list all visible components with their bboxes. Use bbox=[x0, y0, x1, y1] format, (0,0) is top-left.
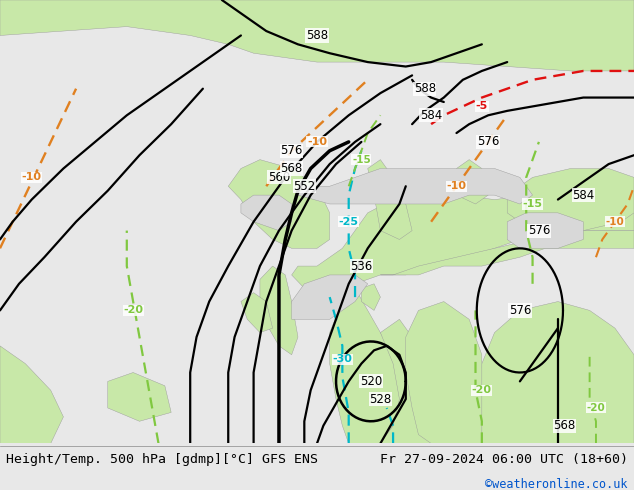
Text: -10: -10 bbox=[446, 181, 467, 191]
Polygon shape bbox=[260, 266, 298, 355]
Text: -15: -15 bbox=[522, 199, 543, 209]
Text: -25: -25 bbox=[339, 217, 359, 227]
Text: -15: -15 bbox=[352, 155, 371, 165]
Text: -30: -30 bbox=[332, 354, 353, 364]
Text: -10: -10 bbox=[22, 172, 42, 182]
Polygon shape bbox=[241, 293, 273, 333]
Text: 536: 536 bbox=[350, 260, 373, 272]
Polygon shape bbox=[330, 288, 406, 443]
Polygon shape bbox=[292, 177, 634, 293]
Polygon shape bbox=[507, 213, 583, 248]
Text: 560: 560 bbox=[268, 171, 290, 184]
Text: -10: -10 bbox=[307, 137, 327, 147]
Text: 568: 568 bbox=[280, 162, 303, 175]
Polygon shape bbox=[406, 301, 482, 443]
Text: 552: 552 bbox=[293, 180, 316, 193]
Text: 576: 576 bbox=[280, 144, 303, 157]
Polygon shape bbox=[431, 355, 495, 443]
Text: 576: 576 bbox=[508, 304, 531, 317]
Polygon shape bbox=[380, 231, 634, 275]
Text: -10: -10 bbox=[605, 217, 624, 227]
Text: 520: 520 bbox=[359, 375, 382, 388]
Polygon shape bbox=[228, 160, 330, 248]
Polygon shape bbox=[108, 372, 171, 421]
Text: 584: 584 bbox=[420, 109, 443, 122]
Polygon shape bbox=[380, 319, 444, 443]
Polygon shape bbox=[0, 355, 38, 443]
Polygon shape bbox=[368, 160, 412, 240]
Text: -5: -5 bbox=[476, 101, 488, 111]
Polygon shape bbox=[0, 346, 63, 443]
Polygon shape bbox=[0, 0, 634, 71]
Text: 588: 588 bbox=[306, 29, 328, 42]
Polygon shape bbox=[292, 275, 368, 319]
Text: 568: 568 bbox=[553, 419, 576, 432]
Text: Fr 27-09-2024 06:00 UTC (18+60): Fr 27-09-2024 06:00 UTC (18+60) bbox=[380, 453, 628, 466]
Text: ©weatheronline.co.uk: ©weatheronline.co.uk bbox=[485, 478, 628, 490]
Text: -20: -20 bbox=[472, 385, 492, 395]
Text: 584: 584 bbox=[572, 189, 595, 201]
Text: Height/Temp. 500 hPa [gdmp][°C] GFS ENS: Height/Temp. 500 hPa [gdmp][°C] GFS ENS bbox=[6, 453, 318, 466]
Text: 528: 528 bbox=[369, 392, 392, 406]
Polygon shape bbox=[507, 169, 634, 231]
Polygon shape bbox=[298, 169, 533, 204]
Text: -20: -20 bbox=[586, 403, 605, 413]
Text: 576: 576 bbox=[477, 135, 500, 148]
Polygon shape bbox=[476, 301, 634, 443]
Text: 588: 588 bbox=[414, 82, 436, 95]
Polygon shape bbox=[361, 284, 380, 311]
Text: -20: -20 bbox=[123, 305, 143, 316]
Polygon shape bbox=[456, 160, 488, 204]
Polygon shape bbox=[241, 195, 292, 231]
Text: 576: 576 bbox=[527, 224, 550, 237]
